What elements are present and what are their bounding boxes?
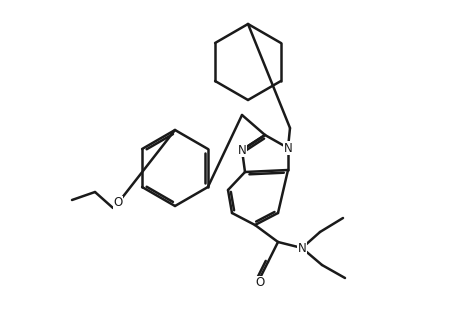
Text: N: N: [298, 242, 306, 254]
Text: O: O: [255, 276, 265, 290]
Text: N: N: [238, 143, 246, 156]
Text: O: O: [114, 197, 122, 210]
Text: N: N: [284, 142, 292, 155]
